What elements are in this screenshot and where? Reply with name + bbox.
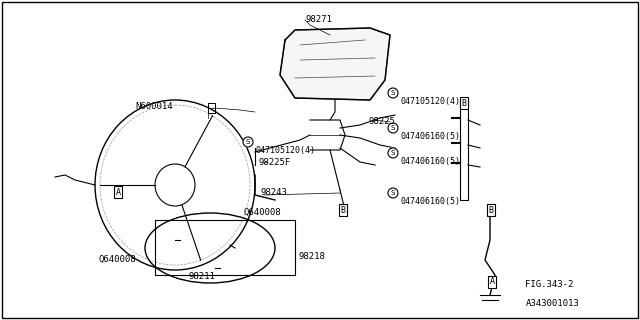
Text: 98211: 98211 [188,272,215,281]
Polygon shape [280,28,390,100]
Circle shape [388,188,398,198]
Text: A343001013: A343001013 [526,299,580,308]
Text: B: B [461,99,467,108]
Text: A: A [490,277,495,286]
Text: 047406160(5): 047406160(5) [400,132,460,141]
Circle shape [388,123,398,133]
Circle shape [388,88,398,98]
Text: FIG.343-2: FIG.343-2 [525,280,573,289]
Text: 98243: 98243 [260,188,287,197]
Text: 047105120(4): 047105120(4) [255,146,315,155]
Text: S: S [391,150,395,156]
Text: 98225F: 98225F [258,158,291,167]
Text: Q640008: Q640008 [243,208,280,217]
Text: 047406160(5): 047406160(5) [400,197,460,206]
Text: B: B [488,205,493,214]
Text: S: S [391,90,395,96]
Text: B: B [340,205,346,214]
Text: Q640008: Q640008 [98,255,136,264]
Text: 047406160(5): 047406160(5) [400,157,460,166]
Text: S: S [391,190,395,196]
Text: A: A [115,188,120,196]
Text: 98225: 98225 [368,117,395,126]
Text: 98271: 98271 [305,15,332,24]
Text: S: S [246,139,250,145]
Text: 047105120(4): 047105120(4) [400,97,460,106]
Text: 98218: 98218 [298,252,325,261]
Text: N600014: N600014 [135,102,173,111]
Text: S: S [391,125,395,131]
Circle shape [388,148,398,158]
Circle shape [243,137,253,147]
